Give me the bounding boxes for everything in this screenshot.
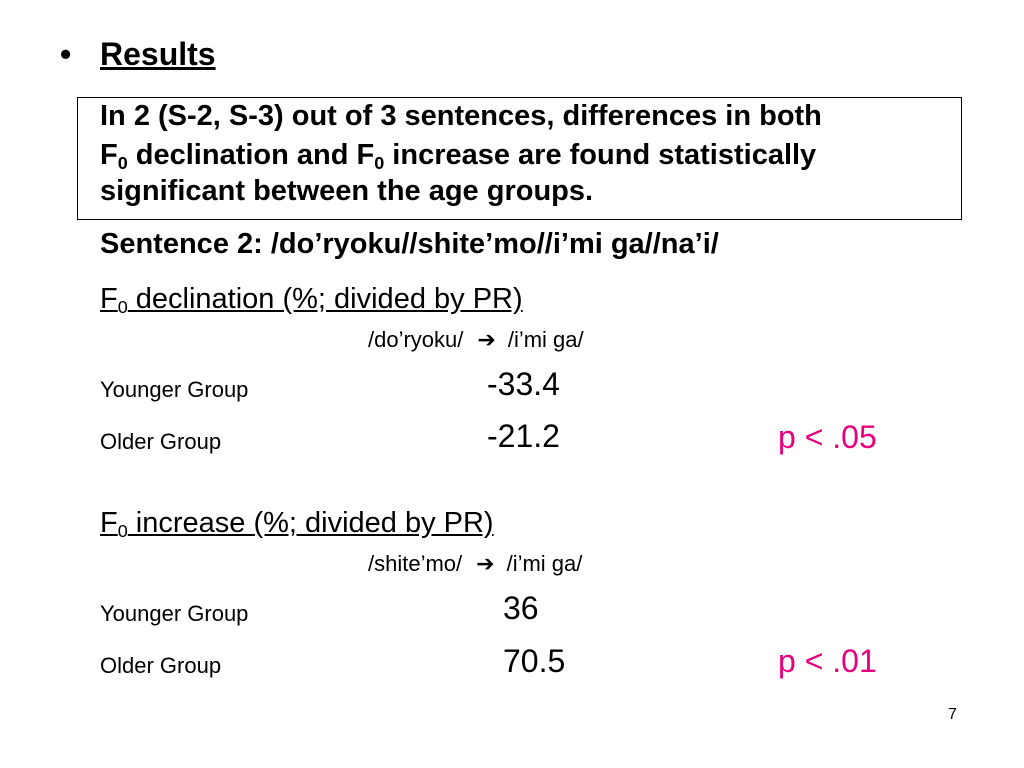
slide-heading: Results [100,36,216,72]
f-subscript: 0 [117,521,128,542]
summary-line-2-end: increase are found statistically [384,139,817,171]
older-group-label: Older Group [100,429,222,454]
increase-contrast: /shite’mo/ ➔ /i’mi ga/ [368,551,582,577]
contrast-from: /shite’mo/ [368,551,463,576]
f-symbol: F [100,283,118,315]
younger-increase-value: 36 [503,590,539,626]
declination-p-value: p < .05 [778,419,877,455]
younger-declination-value: -33.4 [487,366,560,402]
declination-title: F0 declination (%; divided by PR) [100,283,523,318]
f-subscript: 0 [117,153,128,174]
contrast-from: /do’ryoku/ [368,327,464,352]
page-number: 7 [948,706,957,723]
older-declination-value: -21.2 [487,418,560,454]
declination-title-rest: declination (%; divided by PR) [127,283,523,315]
increase-title-rest: increase (%; divided by PR) [127,507,494,539]
summary-line-2: F0 declination and F0 increase are found… [100,139,817,174]
bullet-point: • [60,36,72,72]
f-subscript: 0 [117,297,128,318]
contrast-to: /i’mi ga/ [507,327,584,352]
f-symbol: F [100,139,118,171]
older-increase-value: 70.5 [503,643,566,679]
older-group-label: Older Group [100,653,222,678]
declination-contrast: /do’ryoku/ ➔ /i’mi ga/ [368,327,584,353]
arrow-right-icon: ➔ [476,551,495,576]
summary-line-2-mid: declination and F [127,139,375,171]
arrow-right-icon: ➔ [477,327,496,352]
younger-group-label: Younger Group [100,377,249,402]
f-symbol: F [100,507,118,539]
summary-box [77,97,962,220]
summary-line-1: In 2 (S-2, S-3) out of 3 sentences, diff… [100,100,822,132]
f-subscript: 0 [374,153,385,174]
increase-title: F0 increase (%; divided by PR) [100,507,494,542]
contrast-to: /i’mi ga/ [506,551,583,576]
summary-line-3: significant between the age groups. [100,175,594,207]
younger-group-label: Younger Group [100,601,249,626]
increase-p-value: p < .01 [778,643,877,679]
sentence-label: Sentence 2: /do’ryoku//shite’mo//i’mi ga… [100,228,719,260]
